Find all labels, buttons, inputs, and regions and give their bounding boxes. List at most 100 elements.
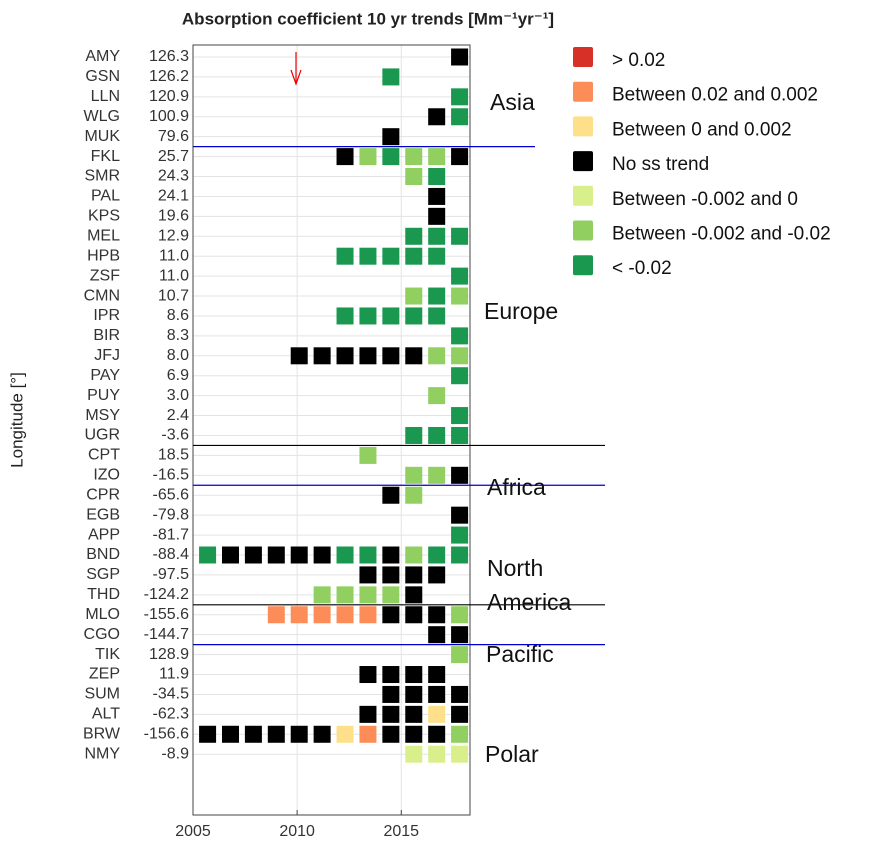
trend-cell xyxy=(290,546,308,564)
trend-cell xyxy=(451,267,469,285)
region-label: North xyxy=(487,555,543,581)
trend-cell xyxy=(336,148,354,166)
trend-cell xyxy=(451,745,469,763)
trend-cell xyxy=(405,546,423,564)
longitude-label: -16.5 xyxy=(153,467,190,484)
trend-cell xyxy=(382,606,400,624)
trend-cell xyxy=(244,725,262,743)
trend-cell xyxy=(382,705,400,723)
trend-cell xyxy=(336,247,354,265)
trend-cell xyxy=(428,626,446,644)
trend-cell xyxy=(267,606,285,624)
longitude-label: 11.9 xyxy=(159,666,189,683)
trend-cell xyxy=(405,705,423,723)
trend-cell xyxy=(336,347,354,365)
trend-cell xyxy=(359,347,377,365)
plot-frame xyxy=(192,44,471,816)
longitude-label: -34.5 xyxy=(153,686,190,703)
longitude-label: -81.7 xyxy=(153,526,190,543)
trend-cell xyxy=(336,725,354,743)
station-label: MLO xyxy=(85,606,120,623)
trend-cell xyxy=(359,566,377,584)
station-label: ALT xyxy=(92,706,120,723)
station-label: CPR xyxy=(86,486,120,503)
trend-cell xyxy=(405,247,423,265)
trend-cell xyxy=(359,606,377,624)
longitude-label: 19.6 xyxy=(158,208,189,225)
trend-cell xyxy=(428,705,446,723)
trend-cell xyxy=(428,566,446,584)
longitude-label: -62.3 xyxy=(153,706,190,723)
station-label: HPB xyxy=(87,247,120,264)
longitude-label: 3.0 xyxy=(167,387,189,404)
station-label: SGP xyxy=(86,566,120,583)
trend-cell xyxy=(382,347,400,365)
station-label: EGB xyxy=(86,506,120,523)
station-label: ZSF xyxy=(90,267,120,284)
trend-cell xyxy=(405,586,423,604)
trend-cell xyxy=(359,666,377,684)
trend-cell xyxy=(359,247,377,265)
trend-cell xyxy=(428,745,446,763)
station-label: FKL xyxy=(91,148,120,165)
trend-cell xyxy=(199,725,217,743)
trend-cell xyxy=(359,705,377,723)
trend-cell xyxy=(313,347,331,365)
trend-cell xyxy=(313,546,331,564)
longitude-label: 126.3 xyxy=(149,48,189,65)
longitude-label: 128.9 xyxy=(149,646,189,663)
trend-cell xyxy=(428,168,446,186)
trend-cell xyxy=(313,606,331,624)
station-label: GSN xyxy=(85,68,120,85)
longitude-label: -65.6 xyxy=(153,486,190,503)
trend-cell xyxy=(451,108,469,126)
legend-swatch xyxy=(573,81,593,102)
legend-swatch xyxy=(573,255,593,276)
trend-cell xyxy=(405,466,423,484)
station-label: MEL xyxy=(87,227,120,244)
region-label: America xyxy=(487,589,572,615)
station-label: BIR xyxy=(93,327,120,344)
legend-label: No ss trend xyxy=(612,154,709,175)
trend-cell xyxy=(428,347,446,365)
trend-cell xyxy=(451,725,469,743)
trend-cell xyxy=(451,407,469,425)
trend-cell xyxy=(336,546,354,564)
longitude-label: 11.0 xyxy=(159,247,189,264)
station-label: BND xyxy=(86,546,120,563)
station-label: KPS xyxy=(88,208,120,225)
trend-cell xyxy=(359,446,377,464)
trend-cell xyxy=(428,108,446,126)
station-label: PAL xyxy=(91,188,120,205)
station-label: APP xyxy=(88,526,120,543)
trend-cell xyxy=(451,148,469,166)
trend-cell xyxy=(382,486,400,504)
trend-cell xyxy=(359,725,377,743)
trend-cell xyxy=(382,685,400,703)
trend-cell xyxy=(451,626,469,644)
trend-cell xyxy=(405,168,423,186)
station-label: JFJ xyxy=(94,347,120,364)
longitude-label: 6.9 xyxy=(167,367,189,384)
trend-cell xyxy=(451,367,469,385)
station-label: CPT xyxy=(88,447,120,464)
legend-label: Between -0.002 and -0.02 xyxy=(612,224,831,245)
station-label: SMR xyxy=(84,168,120,185)
trend-cell xyxy=(382,307,400,325)
trend-cell xyxy=(428,466,446,484)
station-label: CMN xyxy=(84,287,120,304)
trend-cell xyxy=(405,426,423,444)
station-label: CGO xyxy=(84,626,120,643)
trend-cell xyxy=(428,606,446,624)
legend-label: Between -0.002 and 0 xyxy=(612,189,798,210)
station-label: LLN xyxy=(91,88,120,105)
longitude-label: 11.0 xyxy=(159,267,189,284)
longitude-label: -97.5 xyxy=(153,566,190,583)
longitude-label: -8.9 xyxy=(161,745,189,762)
longitude-label: 120.9 xyxy=(149,88,189,105)
station-label: THD xyxy=(87,586,120,603)
trend-cell xyxy=(428,148,446,166)
legend-label: Between 0 and 0.002 xyxy=(612,119,792,140)
trend-cell xyxy=(451,88,469,106)
